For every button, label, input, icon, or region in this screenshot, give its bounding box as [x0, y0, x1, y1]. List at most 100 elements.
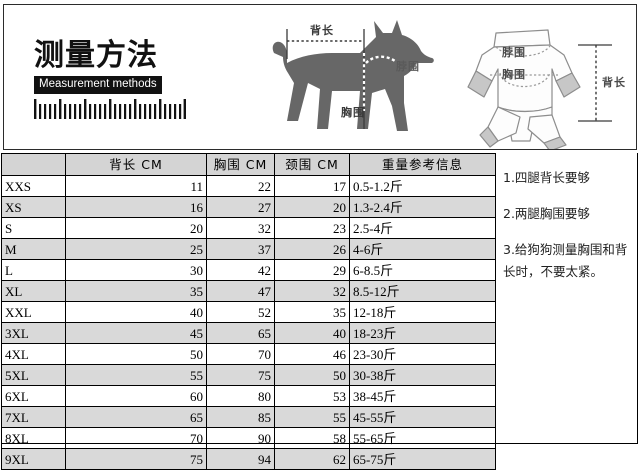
garment-label-neck: 脖围	[502, 46, 526, 59]
cell-neck: 23	[274, 217, 350, 239]
dog-jumpsuit-icon	[467, 29, 612, 149]
cell-back-length: 45	[65, 322, 207, 344]
table-row: S 20 32 23 2.5-4斤	[1, 217, 496, 239]
column-header-back-length: 背长 CM	[65, 153, 207, 176]
cell-weight: 4-6斤	[349, 238, 496, 260]
table-row: 7XL 65 85 55 45-55斤	[1, 406, 496, 428]
cell-back-length: 40	[65, 301, 207, 323]
cell-back-length: 35	[65, 280, 207, 302]
table-row: 6XL 60 80 53 38-45斤	[1, 385, 496, 407]
cell-weight: 6-8.5斤	[349, 259, 496, 281]
frame-left-border	[1, 153, 2, 444]
frame-right-border	[637, 153, 638, 444]
cell-chest: 37	[206, 238, 275, 260]
column-header-chest: 胸围 CM	[206, 153, 275, 176]
garment-label-chest: 胸围	[502, 68, 526, 81]
cell-size: M	[1, 238, 66, 260]
ruler-svg	[34, 99, 186, 119]
cell-neck: 50	[274, 364, 350, 386]
table-body: XXS 11 22 17 0.5-1.2斤 XS 16 27 20 1.3-2.4斤 S 20 32 23…	[1, 175, 496, 470]
cell-size: 7XL	[1, 406, 66, 428]
cell-back-length: 60	[65, 385, 207, 407]
cell-size: S	[1, 217, 66, 239]
cell-weight: 45-55斤	[349, 406, 496, 428]
cell-size: 4XL	[1, 343, 66, 365]
cell-weight: 23-30斤	[349, 343, 496, 365]
illustration-banner: 测量方法 Measurement methods	[3, 4, 637, 150]
garment-diagram: 脖围 胸围 背长	[456, 11, 636, 149]
dog-silhouette-diagram: 背长 脖围 胸围	[256, 11, 456, 149]
cell-chest: 47	[206, 280, 275, 302]
cell-back-length: 30	[65, 259, 207, 281]
column-header-size	[1, 153, 66, 176]
cell-weight: 65-75斤	[349, 448, 496, 470]
cell-neck: 40	[274, 322, 350, 344]
table-row: L 30 42 29 6-8.5斤	[1, 259, 496, 281]
cell-neck: 58	[274, 427, 350, 449]
table-row: M 25 37 26 4-6斤	[1, 238, 496, 260]
cell-back-length: 65	[65, 406, 207, 428]
cell-chest: 70	[206, 343, 275, 365]
size-chart-page: 测量方法 Measurement methods	[1, 4, 638, 470]
cell-chest: 75	[206, 364, 275, 386]
column-header-weight: 重量参考信息	[349, 153, 496, 176]
cell-chest: 22	[206, 175, 275, 197]
cell-size: XXL	[1, 301, 66, 323]
ruler-ticks-icon	[34, 99, 186, 119]
dog-label-chest: 胸围	[341, 106, 365, 119]
cell-chest: 32	[206, 217, 275, 239]
table-row: 3XL 45 65 40 18-23斤	[1, 322, 496, 344]
table-row: XXS 11 22 17 0.5-1.2斤	[1, 175, 496, 197]
size-table: 背长 CM 胸围 CM 颈围 CM 重量参考信息 XXS 11 22 17 0.5-1.…	[1, 153, 496, 470]
cell-size: 3XL	[1, 322, 66, 344]
table-header-row: 背长 CM 胸围 CM 颈围 CM 重量参考信息	[1, 153, 496, 176]
cell-neck: 46	[274, 343, 350, 365]
cell-chest: 52	[206, 301, 275, 323]
dog-label-neck: 脖围	[396, 60, 420, 73]
cell-weight: 18-23斤	[349, 322, 496, 344]
cell-chest: 85	[206, 406, 275, 428]
cell-neck: 20	[274, 196, 350, 218]
cell-neck: 62	[274, 448, 350, 470]
dog-label-back-length: 背长	[310, 24, 334, 37]
cell-neck: 17	[274, 175, 350, 197]
table-row: 9XL 75 94 62 65-75斤	[1, 448, 496, 470]
cell-back-length: 20	[65, 217, 207, 239]
table-row: XXL 40 52 35 12-18斤	[1, 301, 496, 323]
page-subtitle: Measurement methods	[34, 76, 162, 94]
cell-weight: 1.3-2.4斤	[349, 196, 496, 218]
cell-weight: 12-18斤	[349, 301, 496, 323]
cell-neck: 32	[274, 280, 350, 302]
dog-silhouette-icon	[272, 20, 434, 131]
cell-chest: 65	[206, 322, 275, 344]
garment-label-back-length: 背长	[602, 76, 626, 89]
cell-size: L	[1, 259, 66, 281]
cell-size: 9XL	[1, 448, 66, 470]
cell-back-length: 11	[65, 175, 207, 197]
table-row: 4XL 50 70 46 23-30斤	[1, 343, 496, 365]
title-block: 测量方法 Measurement methods	[34, 39, 194, 119]
cell-neck: 53	[274, 385, 350, 407]
cell-back-length: 25	[65, 238, 207, 260]
table-row: XS 16 27 20 1.3-2.4斤	[1, 196, 496, 218]
notes-panel: 1.四腿背长要够 2.两腿胸围要够 3.给狗狗测量胸围和背长时，不要太紧。	[497, 153, 638, 443]
cell-size: XS	[1, 196, 66, 218]
cell-size: XXS	[1, 175, 66, 197]
note-item-3: 3.给狗狗测量胸围和背长时，不要太紧。	[503, 242, 628, 279]
cell-neck: 29	[274, 259, 350, 281]
cell-neck: 55	[274, 406, 350, 428]
cell-size: 6XL	[1, 385, 66, 407]
cell-back-length: 50	[65, 343, 207, 365]
table-row: 8XL 70 90 58 55-65斤	[1, 427, 496, 449]
cell-size: 8XL	[1, 427, 66, 449]
cell-back-length: 70	[65, 427, 207, 449]
table-row: XL 35 47 32 8.5-12斤	[1, 280, 496, 302]
table-row: 5XL 55 75 50 30-38斤	[1, 364, 496, 386]
cell-chest: 42	[206, 259, 275, 281]
cell-weight: 55-65斤	[349, 427, 496, 449]
frame-bottom-border	[1, 443, 638, 444]
cell-weight: 8.5-12斤	[349, 280, 496, 302]
cell-weight: 2.5-4斤	[349, 217, 496, 239]
cell-back-length: 55	[65, 364, 207, 386]
cell-weight: 30-38斤	[349, 364, 496, 386]
